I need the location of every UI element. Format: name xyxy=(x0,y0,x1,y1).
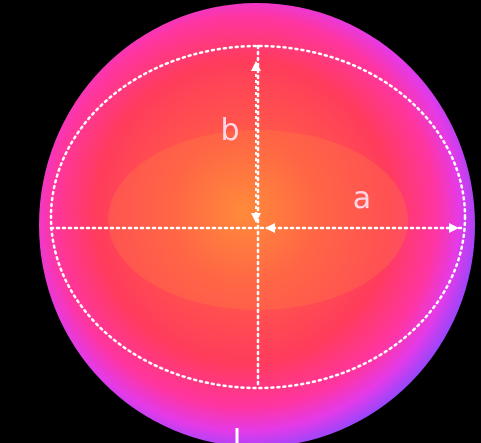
thermal-image: b a xyxy=(0,0,481,443)
label-a: a xyxy=(353,181,371,216)
label-b: b xyxy=(220,113,239,148)
